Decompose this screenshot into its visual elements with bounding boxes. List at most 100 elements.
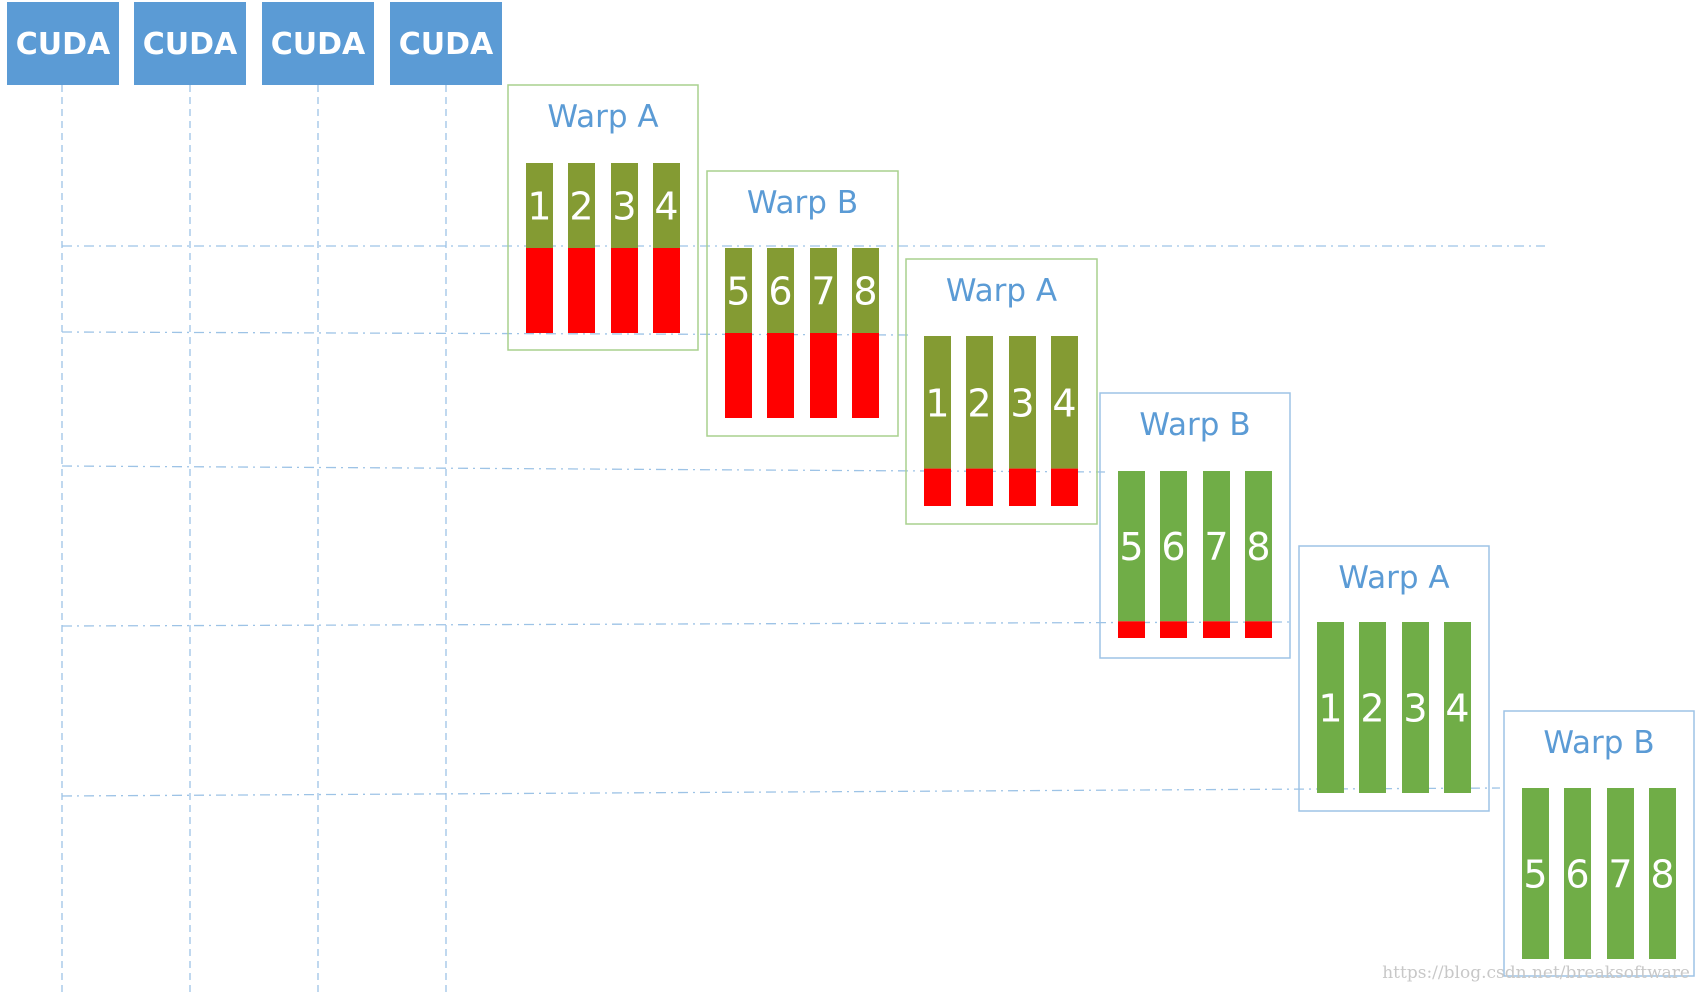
cuda-core-label: CUDA	[16, 27, 111, 62]
thread-progress-done	[810, 248, 837, 333]
thread-number: 2	[967, 381, 991, 425]
thread-number: 3	[1403, 687, 1427, 731]
thread-progress-waiting	[1245, 621, 1272, 638]
thread-progress-done	[852, 248, 879, 333]
thread-bar-3: 3	[1009, 336, 1036, 506]
warp-frame	[1298, 545, 1490, 812]
thread-number: 6	[768, 270, 792, 314]
warp-block-6: Warp B 5 6 7 8	[1503, 710, 1695, 977]
watermark: https://blog.csdn.net/breaksoftware	[1382, 963, 1690, 983]
thread-bar-6: 6	[1564, 788, 1591, 959]
thread-bar-7: 7	[810, 248, 837, 418]
warp-blocks: Warp A1 2 3 4 Warp B5 6 7 8 Warp A1 2 3 4 Warp B5 6 7 8…	[507, 84, 1695, 977]
thread-bar-5: 5	[725, 248, 752, 418]
thread-bar-4: 4	[1444, 622, 1471, 793]
thread-progress-done	[1203, 471, 1230, 622]
thread-bar-4: 4	[653, 163, 680, 333]
thread-progress-done	[568, 163, 595, 248]
warp-block-1: Warp A 1 2 3 4	[507, 84, 699, 351]
thread-progress-waiting	[611, 248, 638, 333]
thread-progress-done	[1607, 788, 1634, 959]
thread-progress-waiting	[1118, 621, 1145, 638]
warp-frame	[706, 170, 899, 437]
thread-progress-done	[1051, 336, 1078, 469]
thread-bar-1: 1	[526, 163, 553, 333]
warp-title: Warp A	[946, 273, 1057, 309]
thread-progress-done	[767, 248, 794, 333]
thread-number: 6	[1161, 525, 1185, 569]
thread-bar-8: 8	[852, 248, 879, 418]
thread-number: 1	[527, 185, 551, 229]
thread-number: 7	[811, 270, 835, 314]
thread-progress-done	[1359, 622, 1386, 793]
cuda-core-label: CUDA	[399, 27, 494, 62]
thread-bar-8: 8	[1245, 471, 1272, 638]
thread-number: 7	[1608, 853, 1632, 897]
warp-title: Warp A	[1338, 560, 1449, 596]
thread-progress-waiting	[852, 333, 879, 418]
thread-number: 5	[1119, 525, 1143, 569]
thread-number: 4	[654, 185, 678, 229]
thread-progress-waiting	[966, 468, 993, 506]
warp-title: Warp B	[747, 185, 858, 221]
thread-number: 8	[1650, 853, 1674, 897]
timestep-line-4	[61, 621, 1291, 627]
cuda-core-box	[262, 2, 374, 85]
cuda-core-2: CUDA	[134, 2, 246, 85]
cuda-core-box	[134, 2, 246, 85]
thread-progress-waiting	[568, 248, 595, 333]
thread-bar-2: 2	[1359, 622, 1386, 793]
thread-progress-done	[1160, 471, 1187, 622]
thread-bar-8: 8	[1649, 788, 1676, 959]
thread-number: 5	[726, 270, 750, 314]
thread-progress-done	[725, 248, 752, 333]
thread-bar-3: 3	[611, 163, 638, 333]
thread-progress-waiting	[526, 248, 553, 333]
thread-number: 7	[1204, 525, 1228, 569]
cuda-core-1: CUDA	[7, 2, 119, 85]
thread-bar-2: 2	[568, 163, 595, 333]
thread-progress-done	[1649, 788, 1676, 959]
thread-number: 6	[1565, 853, 1589, 897]
cuda-core-3: CUDA	[262, 2, 374, 85]
thread-bar-5: 5	[1118, 471, 1145, 638]
warp-title: Warp B	[1139, 407, 1250, 443]
thread-number: 3	[1010, 381, 1034, 425]
thread-number: 1	[1318, 687, 1342, 731]
cuda-core-box	[7, 2, 119, 85]
thread-progress-waiting	[810, 333, 837, 418]
thread-number: 5	[1523, 853, 1547, 897]
thread-bar-5: 5	[1522, 788, 1549, 959]
warp-block-4: Warp B 5 6 7 8	[1099, 392, 1291, 659]
thread-number: 1	[925, 381, 949, 425]
thread-progress-waiting	[1051, 468, 1078, 506]
thread-progress-done	[1402, 622, 1429, 793]
thread-progress-waiting	[1009, 468, 1036, 506]
warp-title: Warp B	[1543, 725, 1654, 761]
cuda-core-label: CUDA	[271, 27, 366, 62]
timestep-line-5	[61, 787, 1501, 797]
cuda-core-box	[390, 2, 502, 85]
thread-bar-7: 7	[1203, 471, 1230, 638]
thread-bar-1: 1	[1317, 622, 1344, 793]
warp-block-2: Warp B 5 6 7 8	[706, 170, 899, 437]
thread-number: 4	[1445, 687, 1469, 731]
timestep-line-3	[61, 465, 1106, 473]
thread-bar-4: 4	[1051, 336, 1078, 506]
thread-progress-done	[924, 336, 951, 469]
cuda-core-4: CUDA	[390, 2, 502, 85]
thread-number: 2	[1360, 687, 1384, 731]
warp-frame	[507, 84, 699, 351]
thread-bar-6: 6	[767, 248, 794, 418]
warp-title: Warp A	[547, 99, 658, 135]
thread-progress-done	[1118, 471, 1145, 622]
thread-progress-done	[966, 336, 993, 469]
thread-progress-done	[653, 163, 680, 248]
thread-progress-done	[1564, 788, 1591, 959]
thread-number: 3	[612, 185, 636, 229]
thread-bar-7: 7	[1607, 788, 1634, 959]
warp-frame	[905, 258, 1098, 525]
thread-progress-done	[1009, 336, 1036, 469]
thread-bar-2: 2	[966, 336, 993, 506]
thread-progress-waiting	[725, 333, 752, 418]
